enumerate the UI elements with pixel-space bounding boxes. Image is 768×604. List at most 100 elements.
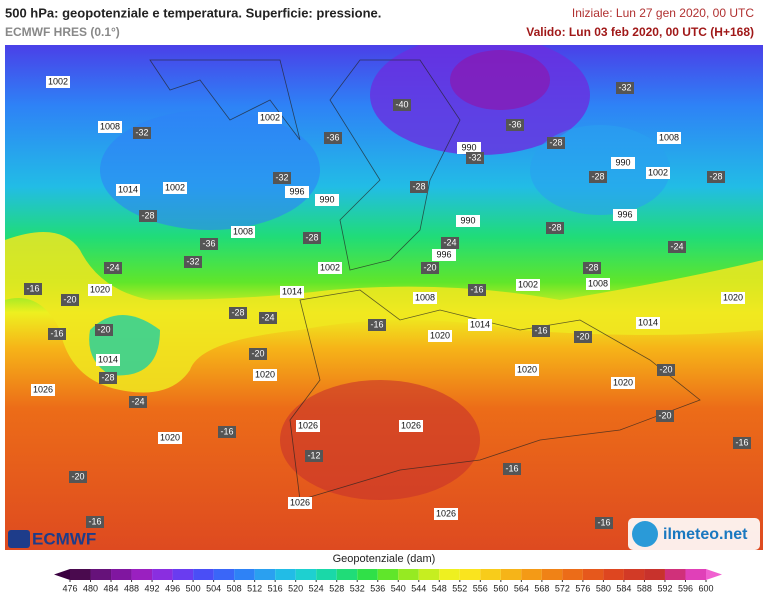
- temperature-label-box: [305, 450, 323, 462]
- ilmeteo-logo: ilmeteo.net: [663, 526, 748, 543]
- pressure-label-box: [98, 121, 122, 133]
- colorbar-bin: [377, 569, 399, 580]
- pressure-label: 1008: [588, 278, 608, 288]
- temperature-label: -28: [412, 181, 425, 191]
- colorbar-bin: [685, 569, 706, 580]
- temperature-label-box: [69, 471, 87, 483]
- colorbar-bin: [418, 569, 440, 580]
- colorbar-tick-label: 588: [637, 583, 652, 593]
- legend-label: Geopotenziale (dam): [333, 553, 436, 565]
- colorbar-tick-label: 564: [514, 583, 529, 593]
- pressure-label: 1008: [100, 121, 120, 131]
- colorbar-tick-label: 492: [145, 583, 160, 593]
- temperature-label: -40: [395, 99, 408, 109]
- colorbar-bin: [521, 569, 542, 580]
- colorbar-tick-label: 548: [432, 583, 447, 593]
- temperature-label: -28: [101, 372, 114, 382]
- pressure-label: 1026: [33, 384, 53, 394]
- temperature-label-box: [707, 171, 725, 183]
- temperature-label-box: [595, 517, 613, 529]
- temperature-label-box: [95, 324, 113, 336]
- colorbar-bin: [254, 569, 276, 580]
- pressure-label-box: [46, 76, 70, 88]
- pressure-label: 990: [615, 157, 630, 167]
- temperature-label-box: [129, 396, 147, 408]
- colorbar-bin: [131, 569, 153, 580]
- temperature-label-box: [139, 210, 157, 222]
- colorbar-bin: [623, 569, 645, 580]
- temperature-label: -20: [71, 471, 84, 481]
- pressure-label: 1008: [233, 226, 253, 236]
- colorbar-tick-label: 480: [83, 583, 98, 593]
- temperature-label: -36: [202, 238, 215, 248]
- temperature-label: -24: [131, 396, 144, 406]
- colorbar-bin: [90, 569, 112, 580]
- pressure-label: 1020: [517, 364, 537, 374]
- pressure-label: 1020: [723, 292, 743, 302]
- temperature-label: -32: [186, 256, 199, 266]
- temperature-label: -24: [670, 241, 683, 251]
- pressure-label: 1002: [648, 167, 668, 177]
- colorbar-tick-label: 476: [62, 583, 77, 593]
- temperature-label-box: [657, 364, 675, 376]
- pressure-label: 1014: [118, 184, 138, 194]
- temperature-label-box: [733, 437, 751, 449]
- colorbar-tick-label: 508: [227, 583, 242, 593]
- temperature-label-box: [86, 516, 104, 528]
- map: 1002 1008 1002 1014 1002 996 990 1008 1002 1014 10…: [5, 45, 763, 550]
- temperature-label: -28: [709, 171, 722, 181]
- colorbar-bin: [234, 569, 255, 580]
- pressure-label: 1020: [613, 377, 633, 387]
- colorbar-tick-label: 484: [104, 583, 119, 593]
- pressure-label: 1020: [430, 330, 450, 340]
- pressure-label: 1002: [48, 76, 68, 86]
- pressure-label: 1014: [98, 354, 118, 364]
- colorbar-bin: [439, 569, 460, 580]
- pressure-label: 1026: [290, 497, 310, 507]
- temperature-label-box: [668, 241, 686, 253]
- pressure-label: 996: [289, 186, 304, 196]
- temperature-label: -20: [659, 364, 672, 374]
- temperature-label-box: [616, 82, 634, 94]
- pressure-label-box: [586, 278, 610, 290]
- pressure-label-box: [611, 377, 635, 389]
- title: 500 hPa: geopotenziale e temperatura. Su…: [5, 5, 381, 20]
- temperature-label-box: [410, 181, 428, 193]
- colorbar-bin: [193, 569, 214, 580]
- ilmeteo-box: [628, 518, 760, 550]
- colorbar-tick-label: 500: [186, 583, 201, 593]
- temperature-label: -16: [735, 437, 748, 447]
- pressure-label-box: [315, 194, 339, 206]
- pressure-label-box: [116, 184, 140, 196]
- temperature-label-box: [99, 372, 117, 384]
- pressure-label-box: [636, 317, 660, 329]
- temperature-label: -36: [326, 132, 339, 142]
- temperature-label-box: [656, 410, 674, 422]
- pressure-label-box: [285, 186, 309, 198]
- pressure-label: 1014: [638, 317, 658, 327]
- colorbar-bin: [480, 569, 501, 580]
- temperature-label-box: [61, 294, 79, 306]
- pressure-label-box: [296, 420, 320, 432]
- colorbar-end: [706, 569, 722, 580]
- pressure-label: 1020: [90, 284, 110, 294]
- pressure-label: 1026: [436, 508, 456, 518]
- pressure-label-box: [158, 432, 182, 444]
- temperature-label: -16: [220, 426, 233, 436]
- ecmwf-icon: [8, 530, 30, 548]
- temperature-label: -20: [97, 324, 110, 334]
- temperature-label-box: [546, 222, 564, 234]
- colorbar-bin: [316, 569, 337, 580]
- colorbar-tick-label: 580: [596, 583, 611, 593]
- temperature-label-box: [441, 237, 459, 249]
- pressure-label-box: [428, 330, 452, 342]
- temperature-label-box: [104, 262, 122, 274]
- pressure-label-box: [432, 249, 456, 261]
- colorbar-tick-label: 540: [391, 583, 406, 593]
- colorbar-bin: [111, 569, 132, 580]
- pressure-label-box: [163, 182, 187, 194]
- colorbar-bin: [500, 569, 522, 580]
- pressure-label: 1002: [165, 182, 185, 192]
- pressure-label: 1002: [260, 112, 280, 122]
- ecmwf-logo: ECMWF: [32, 529, 96, 548]
